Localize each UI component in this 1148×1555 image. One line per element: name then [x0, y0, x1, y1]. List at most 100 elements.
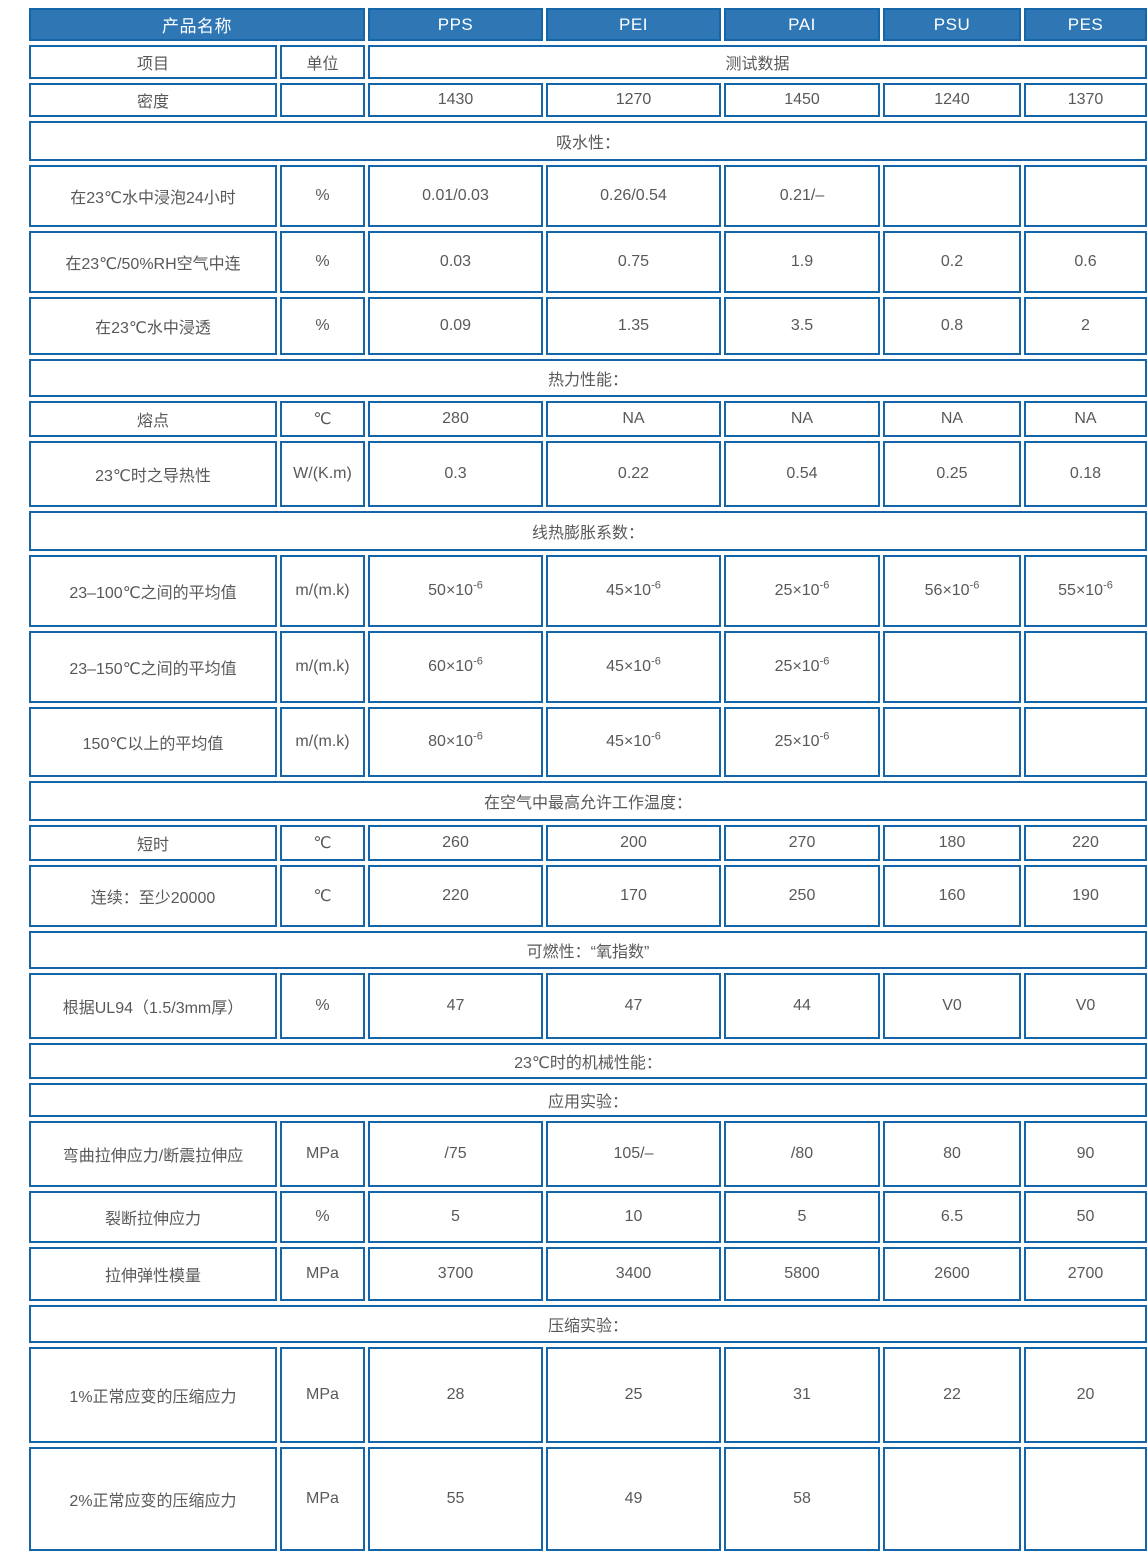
value-cell: 25×10-6: [724, 631, 880, 703]
value-cell: 170: [546, 865, 721, 927]
data-row: 1%正常应变的压缩应力 MPa 28 25 31 22 20: [29, 1347, 1147, 1443]
value-cell: 3700: [368, 1247, 543, 1301]
item-label-cell: 23–150℃之间的平均值: [29, 631, 277, 703]
data-row: 根据UL94（1.5/3mm厚）% 47 47 44 V0 V0: [29, 973, 1147, 1039]
value-cell: 2: [1024, 297, 1147, 355]
value-cell: NA: [546, 401, 721, 437]
value-cell: 1370: [1024, 83, 1147, 117]
value-cell: 0.2: [883, 231, 1021, 293]
value-cell: /80: [724, 1121, 880, 1187]
section-label: 线热膨胀系数：: [29, 511, 1147, 551]
section-row: 23℃时的机械性能：: [29, 1043, 1147, 1079]
item-label-cell: 在23℃水中浸透: [29, 297, 277, 355]
data-row: 150℃以上的平均值 m/(m.k) 80×10-6 45×10-6 25×10-6: [29, 707, 1147, 777]
value-cell: 200: [546, 825, 721, 861]
table-header-row: 产品名称 PPS PEI PAI PSU PES: [29, 8, 1147, 41]
value-cell: V0: [883, 973, 1021, 1039]
value-cell: 2700: [1024, 1247, 1147, 1301]
value-cell: 1450: [724, 83, 880, 117]
section-label: 可燃性：“氧指数”: [29, 931, 1147, 969]
value-cell: 260: [368, 825, 543, 861]
value-cell: 50: [1024, 1191, 1147, 1243]
section-row: 吸水性：: [29, 121, 1147, 161]
unit-cell: ℃: [280, 401, 365, 437]
unit-header-cell: 单位: [280, 45, 365, 79]
value-cell: 220: [1024, 825, 1147, 861]
value-cell: 50×10-6: [368, 555, 543, 627]
value-cell: [883, 631, 1021, 703]
data-row: 熔点 ℃ 280 NA NA NA NA: [29, 401, 1147, 437]
unit-cell: [280, 83, 365, 117]
data-row: 弯曲拉伸应力/断震拉伸应 MPa/75 105/–/80 80 90: [29, 1121, 1147, 1187]
test-data-header-cell: 测试数据: [368, 45, 1147, 79]
unit-cell: %: [280, 297, 365, 355]
data-row: 拉伸弹性模量 MPa 3700 3400 5800 2600 2700: [29, 1247, 1147, 1301]
data-row: 在23℃水中浸泡24小时% 0.01/0.03 0.26/0.54 0.21/–: [29, 165, 1147, 227]
value-cell: 44: [724, 973, 880, 1039]
value-cell: 5800: [724, 1247, 880, 1301]
value-cell: 0.22: [546, 441, 721, 507]
item-label-cell: 短时: [29, 825, 277, 861]
value-cell: [883, 165, 1021, 227]
value-cell: [1024, 631, 1147, 703]
item-label-cell: 23–100℃之间的平均值: [29, 555, 277, 627]
section-row: 应用实验：: [29, 1083, 1147, 1117]
value-cell: 0.09: [368, 297, 543, 355]
section-label: 应用实验：: [29, 1083, 1147, 1117]
value-cell: 0.03: [368, 231, 543, 293]
value-cell: 22: [883, 1347, 1021, 1443]
value-cell: 0.21/–: [724, 165, 880, 227]
section-label: 23℃时的机械性能：: [29, 1043, 1147, 1079]
value-cell: 6.5: [883, 1191, 1021, 1243]
value-cell: 25: [546, 1347, 721, 1443]
page: 产品名称 PPS PEI PAI PSU PES 项目 单位 测试数据 密度 14…: [0, 4, 1148, 1555]
section-row: 在空气中最高允许工作温度：: [29, 781, 1147, 821]
data-row: 连续：至少20000 ℃ 220 170 250 160 190: [29, 865, 1147, 927]
unit-cell: MPa: [280, 1247, 365, 1301]
unit-cell: MPa: [280, 1447, 365, 1551]
unit-cell: %: [280, 1191, 365, 1243]
data-row: 密度 1430 1270 1450 1240 1370: [29, 83, 1147, 117]
item-label-cell: 根据UL94（1.5/3mm厚）: [29, 973, 277, 1039]
value-cell: 0.25: [883, 441, 1021, 507]
unit-cell: m/(m.k): [280, 631, 365, 703]
product-header-pes: PES: [1024, 8, 1147, 41]
product-header-psu: PSU: [883, 8, 1021, 41]
section-label: 压缩实验：: [29, 1305, 1147, 1343]
value-cell: NA: [1024, 401, 1147, 437]
value-cell: 25×10-6: [724, 707, 880, 777]
item-label-cell: 弯曲拉伸应力/断震拉伸应: [29, 1121, 277, 1187]
value-cell: 160: [883, 865, 1021, 927]
value-cell: 220: [368, 865, 543, 927]
value-cell: 28: [368, 1347, 543, 1443]
item-label-cell: 裂断拉伸应力: [29, 1191, 277, 1243]
item-header-cell: 项目: [29, 45, 277, 79]
product-header-pai: PAI: [724, 8, 880, 41]
unit-cell: MPa: [280, 1121, 365, 1187]
value-cell: 5: [724, 1191, 880, 1243]
section-row: 线热膨胀系数：: [29, 511, 1147, 551]
value-cell: 10: [546, 1191, 721, 1243]
value-cell: 0.75: [546, 231, 721, 293]
unit-cell: m/(m.k): [280, 707, 365, 777]
item-label-cell: 在23℃/50%RH空气中连: [29, 231, 277, 293]
value-cell: 0.3: [368, 441, 543, 507]
value-cell: 0.54: [724, 441, 880, 507]
value-cell: 270: [724, 825, 880, 861]
value-cell: 1.35: [546, 297, 721, 355]
item-label-cell: 1%正常应变的压缩应力: [29, 1347, 277, 1443]
value-cell: [1024, 707, 1147, 777]
value-cell: 5: [368, 1191, 543, 1243]
value-cell: V0: [1024, 973, 1147, 1039]
product-name-header-cell: 产品名称: [29, 8, 365, 41]
value-cell: 80: [883, 1121, 1021, 1187]
value-cell: /75: [368, 1121, 543, 1187]
value-cell: 3.5: [724, 297, 880, 355]
value-cell: [883, 1447, 1021, 1551]
data-row: 23–150℃之间的平均值 m/(m.k) 60×10-6 45×10-6 25×10-…: [29, 631, 1147, 703]
value-cell: 1.9: [724, 231, 880, 293]
item-label-cell: 23℃时之导热性: [29, 441, 277, 507]
value-cell: 0.18: [1024, 441, 1147, 507]
value-cell: 45×10-6: [546, 631, 721, 703]
value-cell: 0.01/0.03: [368, 165, 543, 227]
